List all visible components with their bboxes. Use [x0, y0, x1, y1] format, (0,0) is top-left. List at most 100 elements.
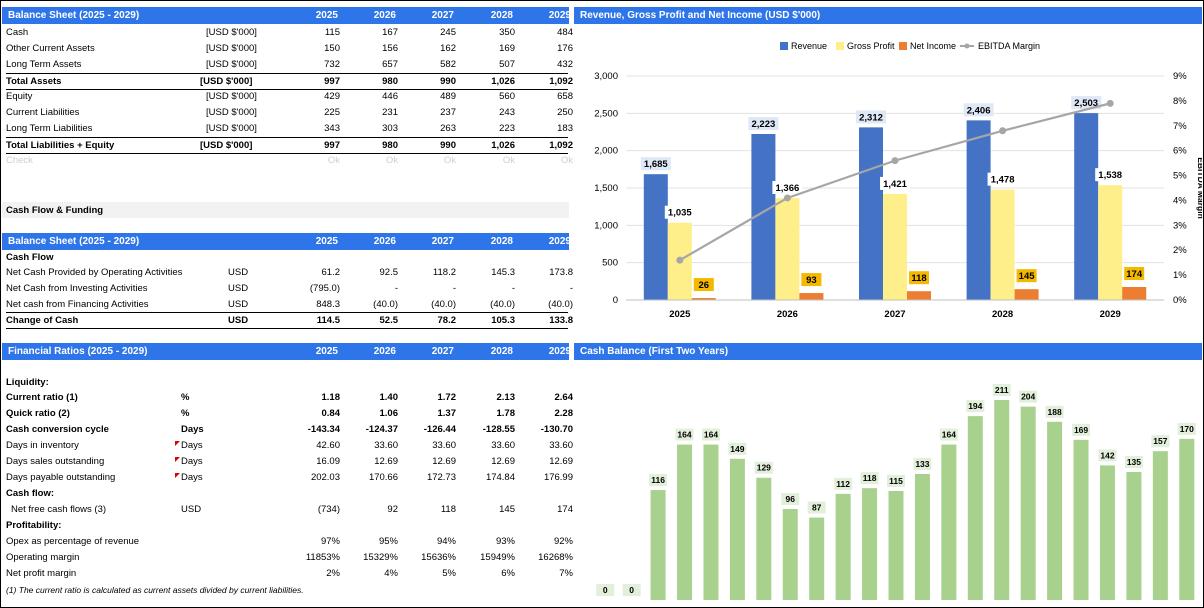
- ratios-header-year: 2028: [490, 346, 513, 357]
- row-value: Ok: [443, 155, 456, 166]
- cash-bar: [862, 488, 878, 600]
- row-value: Ok: [327, 155, 340, 166]
- gross-profit-bar-label: 1,421: [883, 179, 907, 190]
- row-value: (734): [317, 504, 340, 515]
- row-label: Long Term Liabilities: [6, 123, 93, 134]
- row-unit: Days: [175, 472, 203, 483]
- row-unit: [USD $'000]: [206, 27, 257, 38]
- cash-bar-label-bg: [966, 400, 985, 413]
- row-value: -143.34: [307, 424, 340, 435]
- cash-bar-label-bg: [622, 584, 641, 596]
- table-row: Other Current Assets [USD $'000] 150 156 162…: [6, 41, 573, 56]
- cash-bar-label: 96: [786, 494, 796, 504]
- row-value: 94%: [436, 536, 456, 547]
- liquidity-label: Liquidity:: [6, 375, 568, 390]
- row-value: 1.40: [379, 392, 399, 403]
- row-value: 997: [324, 76, 340, 87]
- y-tick-label: 2,000: [594, 146, 618, 157]
- balance-sheet-header-year: 2029: [548, 10, 571, 21]
- row-label: Opex as percentage of revenue: [6, 536, 140, 547]
- cash-bar: [994, 400, 1010, 600]
- row-label: Other Current Assets: [6, 43, 95, 54]
- net-income-bar: [1014, 289, 1039, 300]
- row-value: -126.44: [423, 424, 456, 435]
- row-value: 5%: [442, 568, 456, 579]
- row-value: 1.06: [379, 408, 399, 419]
- cash-bar-label: 0: [629, 585, 634, 595]
- row-value: 169: [499, 43, 515, 54]
- y2-tick-label: 5%: [1173, 171, 1187, 182]
- row-value: 997: [324, 140, 340, 151]
- row-unit: [USD $'000]: [200, 76, 253, 87]
- cash-bar-label: 169: [1074, 425, 1088, 435]
- revenue-bar: [1074, 113, 1099, 300]
- row-value: 183: [557, 123, 573, 134]
- cash-balance-chart: 0 0 116 164 164 149 129 96 87 112 118 115 133 164 194 2…: [596, 384, 1196, 600]
- row-value: 225: [324, 107, 340, 118]
- cash-bar: [888, 491, 904, 600]
- revenue-bar-label-bg: [963, 103, 994, 117]
- ratios-header-year: 2025: [315, 346, 338, 357]
- row-value: 2.64: [554, 392, 574, 403]
- row-value: 507: [499, 59, 515, 70]
- revenue-bar-label: 2,503: [1074, 98, 1098, 109]
- change-of-cash-row: Change of Cash USD 114.5 52.5 78.2 105.3 133.8: [6, 312, 573, 329]
- row-value: 33.60: [374, 440, 398, 451]
- revenue-bar-label-bg: [1071, 96, 1102, 110]
- gross-profit-bar-label: 1,035: [668, 208, 692, 219]
- cashflow-label: Cash flow:: [6, 486, 568, 501]
- row-unit: USD: [228, 315, 249, 326]
- row-value: 156: [382, 43, 398, 54]
- row-value: 176.99: [543, 472, 573, 483]
- row-value: 145.3: [491, 267, 515, 278]
- row-value: 231: [382, 107, 398, 118]
- net-income-bar-label-bg: [693, 278, 714, 292]
- cash-bar-label: 118: [863, 473, 877, 483]
- row-value: 657: [382, 59, 398, 70]
- row-value: 2.28: [554, 408, 574, 419]
- revenue-bar-label: 2,223: [752, 119, 776, 130]
- row-value: 560: [499, 91, 515, 102]
- y-tick-label: 1,000: [594, 220, 618, 231]
- table-row: Net Cash Provided by Operating Activitie…: [6, 265, 573, 280]
- cash-bar: [1152, 451, 1168, 600]
- ebitda-margin-point: [676, 256, 684, 264]
- ebitda-margin-point: [999, 127, 1007, 135]
- row-unit: USD: [228, 267, 249, 278]
- cash-bar-label: 115: [889, 476, 903, 486]
- row-unit: %: [181, 408, 190, 419]
- row-value: 92%: [553, 536, 573, 547]
- cash-bar-label-bg: [939, 428, 958, 441]
- row-label: Net cash from Financing Activities: [6, 299, 149, 310]
- row-value: (40.0): [548, 299, 573, 310]
- row-label: Current ratio (1): [6, 392, 78, 403]
- row-label: Days in inventory: [6, 440, 79, 451]
- cash-bar-label: 194: [968, 401, 982, 411]
- cash-bar-label-bg: [701, 428, 720, 441]
- row-value: 980: [382, 76, 398, 87]
- gross-profit-bar: [990, 189, 1015, 300]
- row-value: 582: [440, 59, 456, 70]
- ratios-header-title: Financial Ratios (2025 - 2029): [8, 346, 148, 357]
- cash-bar-label-bg: [728, 442, 747, 455]
- cash-bar: [756, 477, 772, 600]
- ratios-header-year: 2026: [373, 346, 396, 357]
- row-value: -124.37: [365, 424, 398, 435]
- cash-bar-label-bg: [1124, 456, 1143, 469]
- row-value: 114.5: [316, 315, 340, 326]
- y2-tick-label: 2%: [1173, 245, 1187, 256]
- cash-bar: [1073, 439, 1089, 600]
- row-value: -: [569, 283, 573, 294]
- row-value: 202.03: [310, 472, 340, 483]
- cash-bar: [1099, 465, 1115, 600]
- cash-bar: [809, 517, 825, 600]
- cash-bar-label-bg: [860, 472, 879, 485]
- y2-tick-label: 0%: [1173, 295, 1187, 306]
- profitability-label: Profitability:: [6, 518, 568, 533]
- y2-tick-label: 1%: [1173, 270, 1187, 281]
- revenue-bar-label: 1,685: [644, 159, 668, 170]
- cash-bar-label-bg: [1045, 405, 1064, 418]
- row-label: Net free cash flows (3): [11, 504, 107, 515]
- y-tick-label: 0: [613, 295, 618, 306]
- row-value: 78.2: [437, 315, 457, 326]
